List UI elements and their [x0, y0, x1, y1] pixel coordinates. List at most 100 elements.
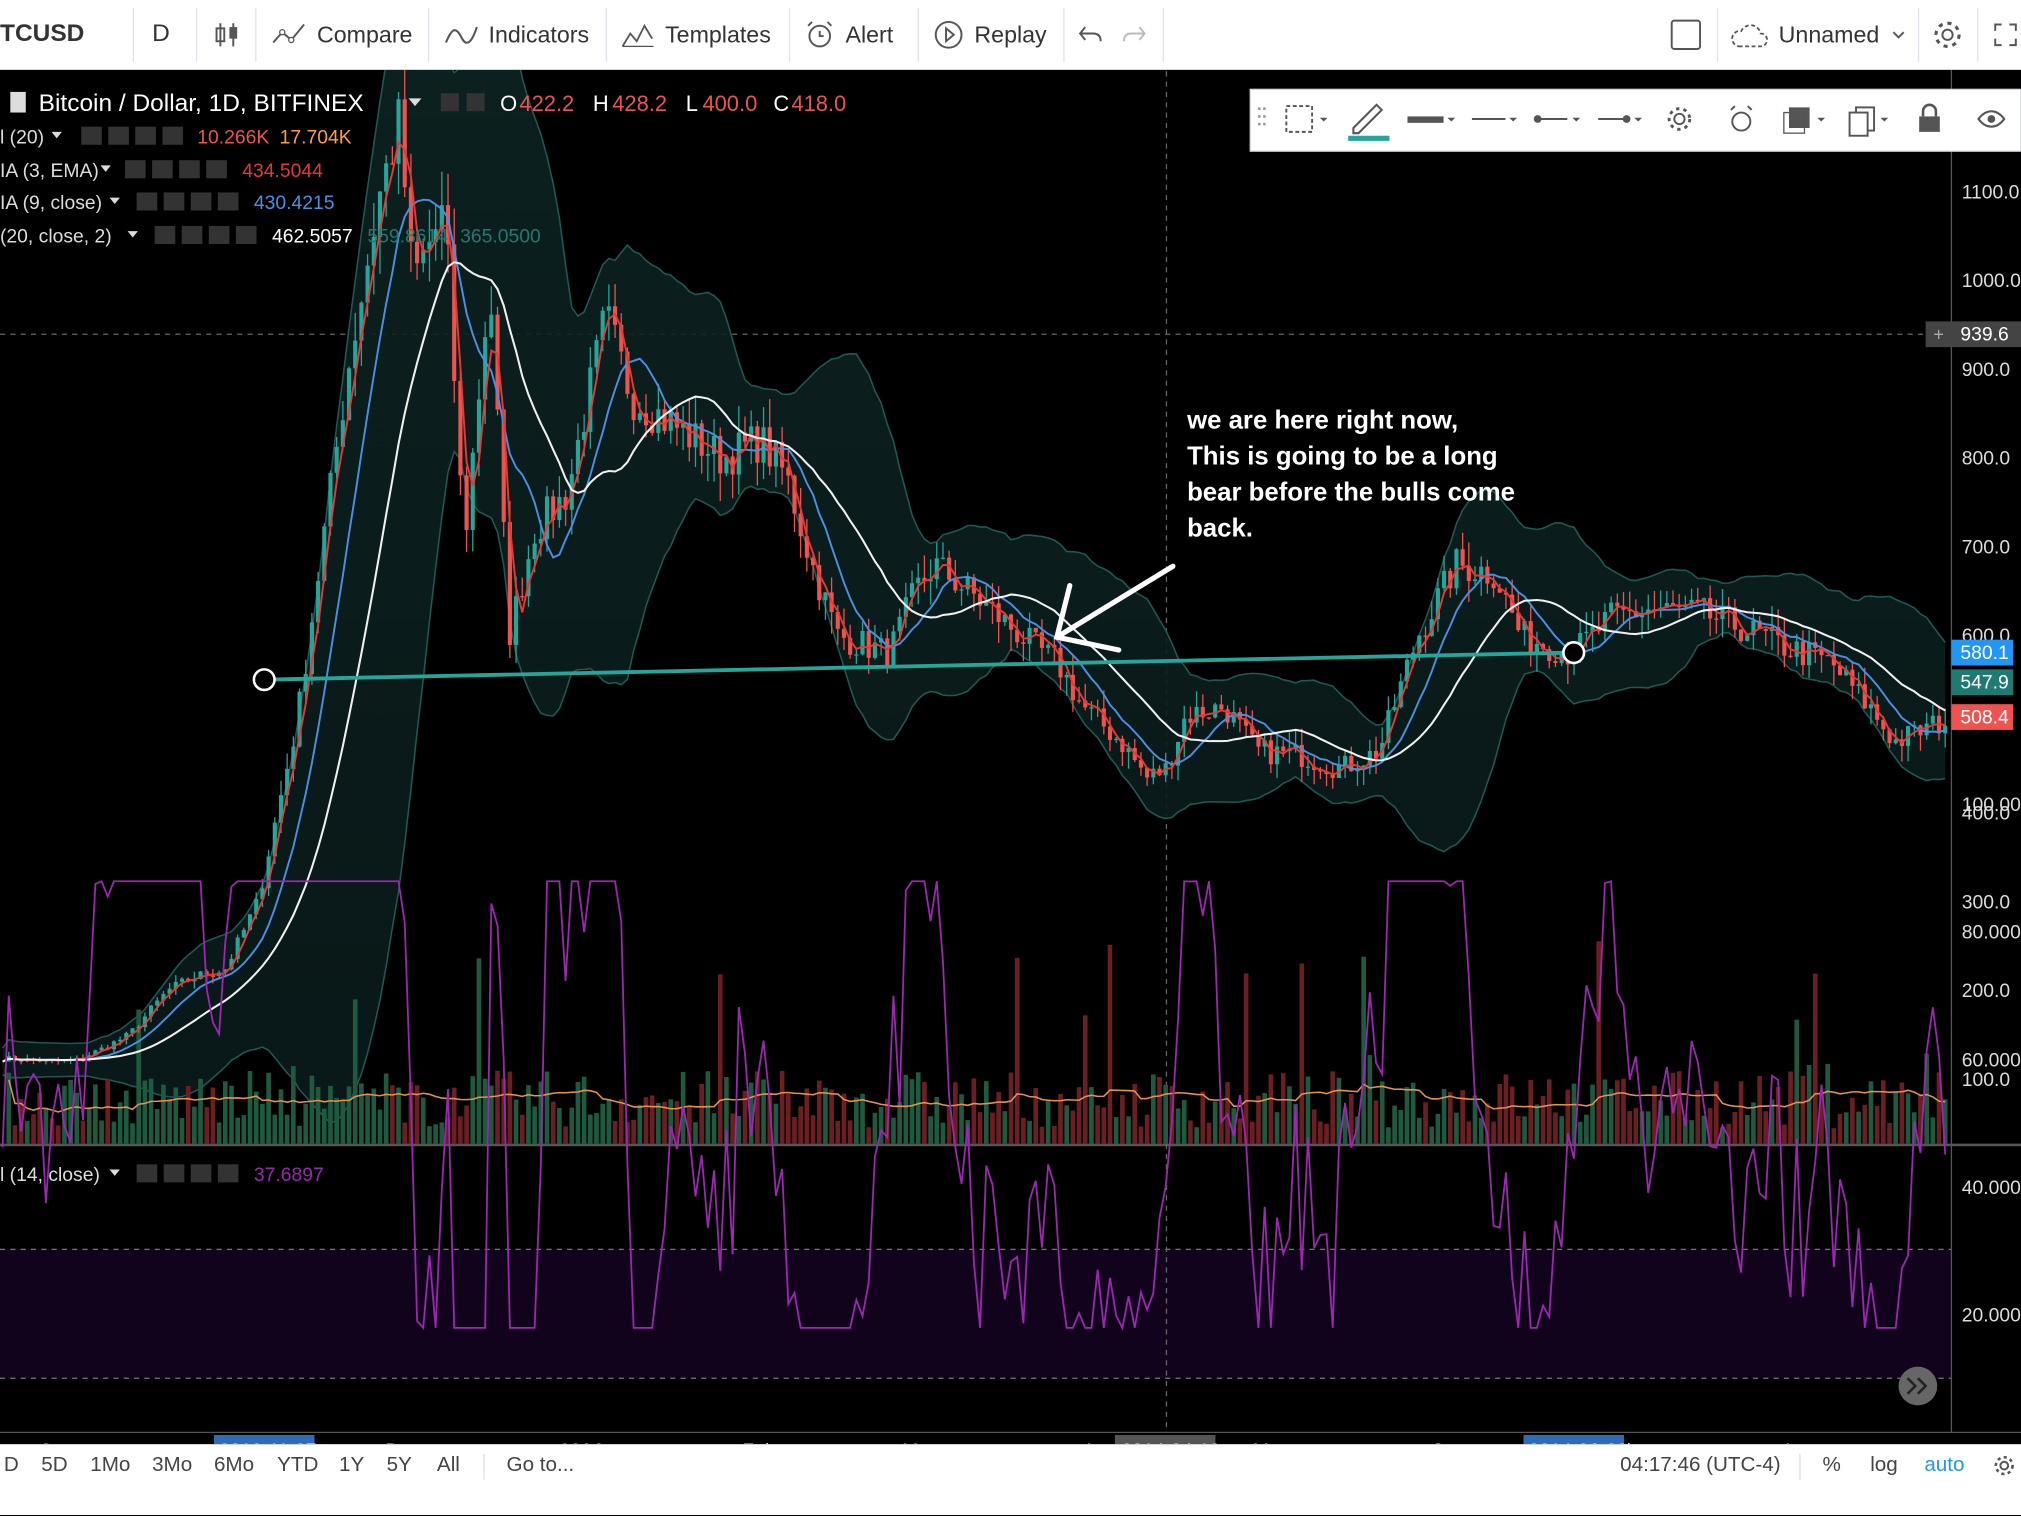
- trend-line-handle-start[interactable]: [252, 668, 276, 692]
- rsi-tick: 20.0000: [1962, 1306, 2021, 1327]
- range-all[interactable]: All: [436, 1454, 460, 1476]
- price-tick: 700.0: [1962, 537, 2010, 558]
- trend-line[interactable]: [264, 650, 1574, 682]
- divider: [1799, 1454, 1801, 1480]
- compare-button[interactable]: Compare: [271, 0, 412, 70]
- gear-icon: [1994, 1455, 2014, 1476]
- collapse-icon[interactable]: [10, 91, 26, 113]
- eye-icon[interactable]: [440, 93, 459, 112]
- fullscreen-toggle[interactable]: [1670, 0, 1704, 70]
- chart-svg[interactable]: we are here right now, This is going to …: [0, 0, 2021, 1464]
- expand-icon: [1994, 23, 2017, 47]
- chevron-down-icon[interactable]: [100, 165, 111, 172]
- study-controls[interactable]: [81, 126, 184, 145]
- trend-line-handle-end[interactable]: [1562, 640, 1586, 665]
- undo-button[interactable]: [1078, 0, 1106, 70]
- clock[interactable]: 04:17:46 (UTC-4): [1620, 1454, 1781, 1476]
- crosshair-price-value: 939.6: [1960, 325, 2008, 346]
- ohlc-high: 428.2: [612, 91, 667, 116]
- percent-toggle[interactable]: %: [1822, 1454, 1841, 1476]
- gear-icon[interactable]: [466, 93, 485, 112]
- price-tick: 1000.0: [1962, 271, 2021, 292]
- layout-menu[interactable]: Unnamed: [1730, 0, 1910, 70]
- templates-label: Templates: [665, 21, 771, 48]
- indicators-icon: [445, 26, 478, 44]
- line-end-icon[interactable]: [1598, 115, 1643, 123]
- chevron-down-icon[interactable]: [109, 197, 120, 205]
- study-controls[interactable]: [154, 225, 257, 245]
- arrow-drawing[interactable]: [1053, 563, 1176, 653]
- study-bb-name[interactable]: (20, close, 2): [0, 227, 112, 248]
- range-6mo[interactable]: 6Mo: [213, 1454, 255, 1476]
- plus-icon[interactable]: +: [1933, 325, 1944, 345]
- alert-button[interactable]: Alert: [804, 0, 907, 70]
- line-thickness-icon[interactable]: [1407, 116, 1456, 123]
- range-5y[interactable]: 5Y: [386, 1454, 412, 1476]
- rsi-band: [0, 1249, 1952, 1379]
- alert-label: Alert: [845, 21, 894, 48]
- chevron-down-icon[interactable]: [109, 1169, 120, 1176]
- layout-name: Unnamed: [1778, 21, 1880, 48]
- templates-button[interactable]: Templates: [621, 0, 782, 70]
- study-controls[interactable]: [125, 160, 227, 179]
- indicators-button[interactable]: Indicators: [445, 0, 600, 70]
- auto-toggle[interactable]: auto: [1924, 1454, 1965, 1476]
- visual-order-icon[interactable]: [1783, 107, 1826, 134]
- study-bb-upper-value: 559.8614: [367, 227, 448, 248]
- double-chevron-right-icon: [1906, 1377, 1928, 1395]
- range-1y[interactable]: 1Y: [338, 1454, 365, 1476]
- line-start-icon[interactable]: [1533, 115, 1581, 123]
- price-tick: 300.0: [1962, 892, 2010, 913]
- candles-icon: [215, 23, 238, 47]
- bb-mid-price-text: 547.9: [1960, 673, 2008, 694]
- redo-button[interactable]: [1121, 0, 1149, 70]
- settings-button[interactable]: [1931, 0, 1965, 70]
- interval-button[interactable]: D: [152, 0, 183, 70]
- price-axis[interactable]: 1100.01000.0900.0800.0700.0600.0400.0300…: [1962, 182, 2021, 1090]
- price-tick: 200.0: [1962, 981, 2010, 1002]
- rsi-axis[interactable]: 100.0000 80.0000 60.0000 40.0000 20.0000: [1962, 795, 2021, 1326]
- log-toggle[interactable]: log: [1870, 1454, 1898, 1476]
- rsi-tick: 100.0000: [1962, 795, 2021, 816]
- goto-date[interactable]: Go to...: [506, 1454, 575, 1476]
- text-annotation[interactable]: we are here right now, This is going to …: [1186, 406, 1515, 542]
- pencil-icon[interactable]: [1348, 103, 1390, 141]
- range-1mo[interactable]: 1Mo: [90, 1454, 131, 1476]
- volume-ma-line: [8, 1079, 1946, 1113]
- study-volume-name[interactable]: l (20): [0, 127, 44, 148]
- alert-icon[interactable]: [1730, 105, 1753, 132]
- rsi-line: [1, 880, 1947, 1331]
- price-tick: 100.0: [1962, 1070, 2010, 1091]
- symbol-search[interactable]: TCUSD: [0, 0, 129, 70]
- drag-handle-icon[interactable]: [1257, 107, 1266, 126]
- chevron-down-icon[interactable]: [127, 231, 138, 238]
- range-5d[interactable]: 5D: [41, 1454, 68, 1476]
- last-price-text: 508.4: [1960, 707, 2009, 728]
- expand-button[interactable]: [1993, 0, 2021, 70]
- study-ema-name[interactable]: IA (3, EMA): [0, 161, 99, 182]
- chart-properties-button[interactable]: [1993, 1445, 2016, 1486]
- gear-icon[interactable]: [1667, 107, 1692, 131]
- rsi-tick: 60.0000: [1962, 1050, 2021, 1071]
- line-style-icon[interactable]: [1471, 117, 1518, 122]
- scroll-to-realtime-button[interactable]: [1898, 1366, 1938, 1406]
- chevron-down-icon[interactable]: [51, 131, 62, 139]
- study-rsi-name[interactable]: l (14, close): [0, 1165, 100, 1186]
- replay-button[interactable]: Replay: [933, 0, 1055, 70]
- eye-icon[interactable]: [1977, 110, 2006, 128]
- lock-icon[interactable]: [1919, 103, 1940, 132]
- clone-icon[interactable]: [1848, 106, 1889, 137]
- chart-type-button[interactable]: [213, 0, 244, 70]
- rsi-tick: 80.0000: [1962, 923, 2021, 944]
- replay-icon: [934, 20, 963, 49]
- range-ytd[interactable]: YTD: [277, 1454, 319, 1476]
- chevron-down-icon[interactable]: [408, 98, 422, 107]
- study-controls[interactable]: [136, 1164, 239, 1183]
- study-sma-name[interactable]: IA (9, close): [0, 193, 102, 214]
- ohlc-h-label: H: [593, 91, 609, 116]
- range-d[interactable]: D: [3, 1454, 19, 1476]
- range-3mo[interactable]: 3Mo: [152, 1454, 193, 1476]
- alarm-clock-icon: [807, 21, 833, 48]
- study-controls[interactable]: [136, 192, 239, 211]
- chart-area[interactable]: we are here right now, This is going to …: [0, 0, 2021, 1464]
